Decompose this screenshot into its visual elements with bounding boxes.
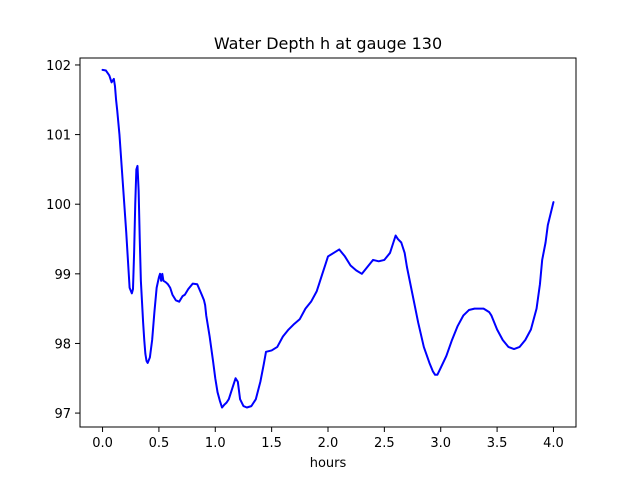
plot-area bbox=[79, 57, 577, 428]
y-tick-label: 98 bbox=[54, 337, 71, 352]
y-tick-label: 99 bbox=[54, 268, 71, 283]
x-tick-label: 1.0 bbox=[205, 436, 226, 451]
x-tick-label: 3.0 bbox=[430, 436, 451, 451]
y-tick-label: 97 bbox=[54, 407, 71, 422]
plot-background bbox=[80, 58, 576, 427]
x-tick-label: 0.5 bbox=[149, 436, 170, 451]
y-tick-label: 102 bbox=[46, 59, 71, 74]
y-axis: 97 98 99 100 101 102 bbox=[46, 59, 80, 422]
series-line bbox=[101, 68, 555, 409]
y-tick-label: 101 bbox=[46, 129, 71, 144]
x-tick-label: 0.0 bbox=[92, 436, 113, 451]
x-tick-label: 2.0 bbox=[318, 436, 339, 451]
x-axis-label: hours bbox=[310, 456, 347, 471]
chart-title: Water Depth h at gauge 130 bbox=[214, 34, 442, 53]
x-axis: 0.0 0.5 1.0 1.5 2.0 2.5 3.0 3.5 4.0 bbox=[92, 427, 564, 451]
x-tick-label: 1.5 bbox=[261, 436, 282, 451]
y-tick-label: 100 bbox=[46, 198, 71, 213]
x-tick-label: 4.0 bbox=[543, 436, 564, 451]
x-tick-label: 3.5 bbox=[487, 436, 508, 451]
x-tick-label: 2.5 bbox=[374, 436, 395, 451]
